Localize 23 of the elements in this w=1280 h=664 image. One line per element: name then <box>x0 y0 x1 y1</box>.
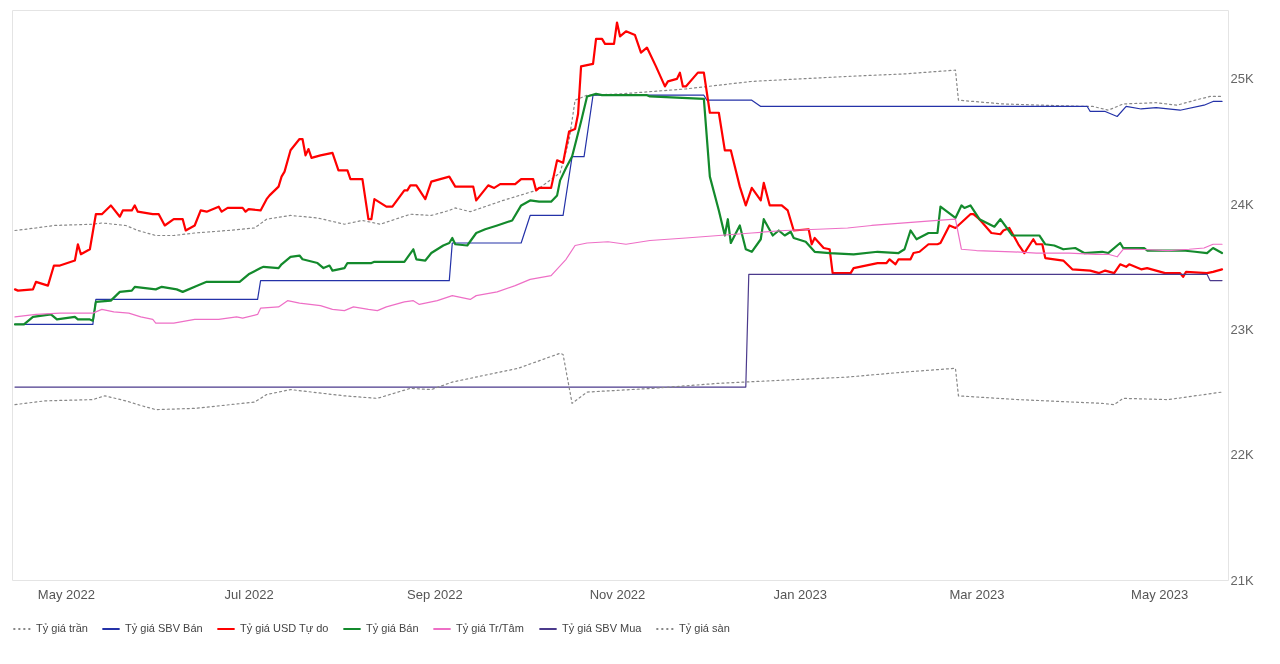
y-tick-label: 25K <box>1230 71 1254 87</box>
x-tick-label: May 2023 <box>1131 586 1189 602</box>
y-tick-label: 24K <box>1230 196 1254 212</box>
legend-label: Tỷ giá Bán <box>366 622 419 634</box>
x-tick-label: Nov 2022 <box>589 586 646 602</box>
x-tick-label: Jul 2022 <box>224 586 274 602</box>
legend-label: Tỷ giá SBV Mua <box>562 622 643 634</box>
y-tick-label: 22K <box>1230 447 1254 463</box>
x-tick-label: May 2022 <box>37 586 95 602</box>
line-series <box>14 69 1223 237</box>
legend-label: Tỷ giá trần <box>36 622 88 634</box>
y-tick-label: 21K <box>1230 572 1254 588</box>
line-series <box>14 218 1223 324</box>
x-tick-label: Sep 2022 <box>406 586 463 602</box>
line-series <box>13 21 1224 292</box>
legend-label: Tỷ giá SBV Bán <box>125 622 203 634</box>
legend-label: Tỷ giá USD Tự do <box>240 622 329 634</box>
line-series <box>14 352 1223 411</box>
x-tick-label: Mar 2023 <box>949 586 1005 602</box>
y-tick-label: 23K <box>1230 321 1254 337</box>
legend-label: Tỷ giá sàn <box>679 622 730 634</box>
x-tick-label: Jan 2023 <box>773 586 827 602</box>
legend-label: Tỷ giá Tr/Tâm <box>456 622 524 634</box>
